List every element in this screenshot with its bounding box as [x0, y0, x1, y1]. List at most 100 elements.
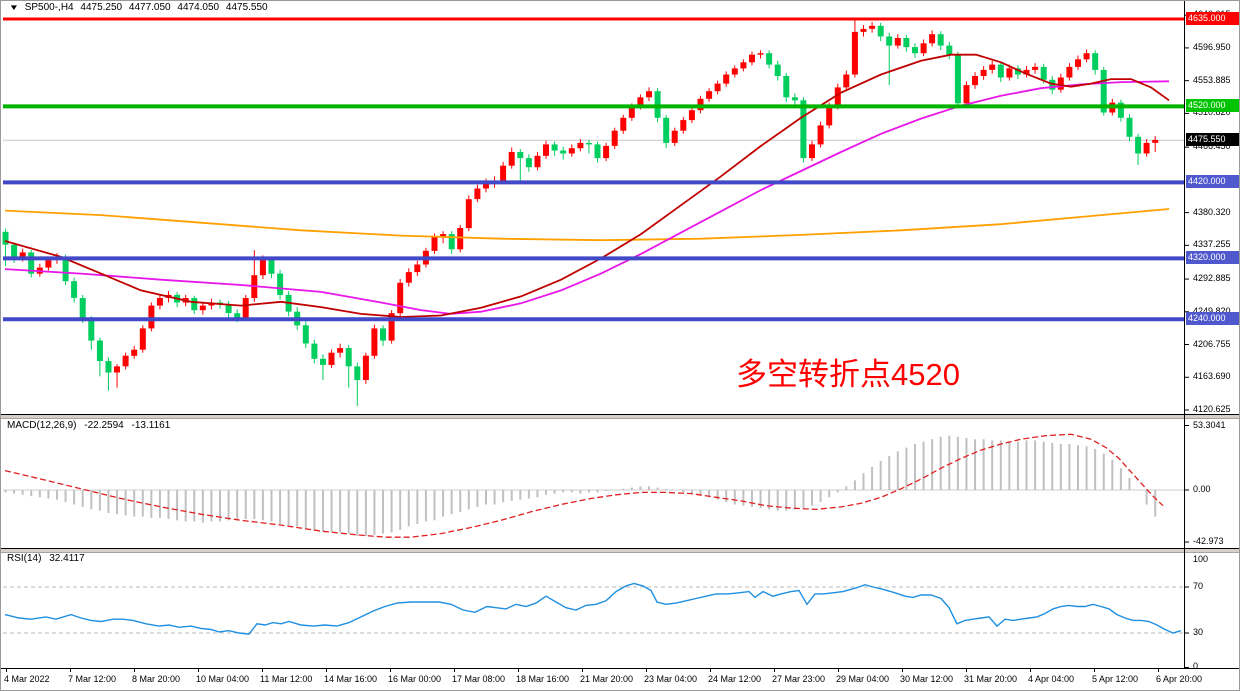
- candle-down: [71, 281, 78, 298]
- high-value: 4477.050: [128, 2, 171, 13]
- price-tick: 4163.690: [1193, 371, 1231, 382]
- time-label: 14 Mar 16:00: [324, 674, 378, 684]
- candle-down: [2, 231, 9, 245]
- low-value: 4474.050: [177, 2, 220, 13]
- candle-up: [929, 34, 936, 44]
- candle-down: [946, 45, 953, 55]
- rsi-line: [4, 582, 1182, 635]
- symbol-period-label: SP500-,H4: [24, 2, 74, 13]
- candle-down: [311, 343, 318, 359]
- candle-down: [560, 150, 567, 154]
- level-label-4320.000: 4320.000: [1186, 251, 1239, 265]
- ma-slow-orange: [4, 208, 1170, 242]
- candle-up: [603, 145, 610, 159]
- candle-up: [731, 68, 738, 75]
- candle-down: [28, 252, 35, 274]
- candle-up: [114, 366, 120, 373]
- dropdown-arrow-icon[interactable]: ▼: [8, 3, 20, 12]
- candle-up: [860, 28, 867, 32]
- time-tick-mark: [710, 669, 711, 672]
- price-tick: 4380.320: [1193, 206, 1231, 217]
- candle-up: [688, 110, 695, 121]
- candle-up: [199, 305, 206, 311]
- candle-up: [989, 64, 996, 70]
- candle-down: [551, 144, 558, 151]
- macd-rsi-splitter[interactable]: [1, 549, 1239, 553]
- candle-up: [749, 54, 755, 63]
- candle-down: [88, 319, 95, 341]
- open-value: 4475.250: [80, 2, 123, 13]
- candle-up: [646, 91, 652, 98]
- time-tick-mark: [838, 669, 839, 672]
- candle-up: [1143, 142, 1150, 154]
- time-label: 29 Mar 04:00: [836, 674, 890, 684]
- rsi-tick: 30: [1193, 627, 1204, 637]
- time-label: 6 Apr 20:00: [1156, 674, 1203, 684]
- time-label: 8 Mar 20:00: [132, 674, 181, 684]
- macd-tick: -42.973: [1193, 535, 1224, 546]
- macd-tick: 0.00: [1193, 484, 1211, 494]
- level-label-4240.000: 4240.000: [1186, 312, 1239, 326]
- candle-up: [894, 38, 901, 46]
- time-tick-mark: [134, 669, 135, 672]
- macd-indicator-name: MACD(12,26,9): [7, 420, 77, 431]
- candle-down: [1126, 117, 1133, 137]
- time-label: 10 Mar 04:00: [196, 674, 250, 684]
- candle-up: [1075, 59, 1081, 67]
- time-axis[interactable]: 4 Mar 2022 7 Mar 12:00 8 Mar 20:00 10 Mar 0…: [1, 669, 1239, 690]
- candle-down: [954, 54, 961, 104]
- candle-up: [980, 69, 987, 76]
- candle-up: [474, 188, 481, 200]
- time-tick-mark: [902, 669, 903, 672]
- price-axis[interactable]: 4640.0154596.9504553.8854510.8204466.450…: [1185, 1, 1239, 671]
- candle-down: [774, 64, 781, 76]
- candle-down: [1014, 68, 1021, 75]
- candle-up: [534, 155, 541, 168]
- rsi-tick: 70: [1193, 581, 1204, 591]
- rsi-indicator-name: RSI(14): [7, 553, 42, 564]
- ma-mid-magenta: [4, 80, 1170, 315]
- candle-up: [371, 328, 378, 356]
- price-tick: 4120.625: [1193, 403, 1231, 414]
- candle-down: [234, 313, 241, 318]
- candle-down: [585, 142, 592, 145]
- time-label: 23 Mar 04:00: [644, 674, 698, 684]
- candle-down: [380, 328, 386, 341]
- time-label: 7 Mar 12:00: [68, 674, 117, 684]
- candle-up: [259, 260, 266, 276]
- candle-up: [362, 355, 369, 380]
- time-tick-mark: [518, 669, 519, 672]
- candle-down: [62, 256, 69, 282]
- main-macd-splitter[interactable]: [1, 415, 1239, 419]
- level-label-4520.000: 4520.000: [1186, 99, 1239, 113]
- ma-fast-red: [4, 53, 1170, 318]
- candle-up: [757, 53, 764, 55]
- candle-up: [19, 252, 26, 259]
- candle-down: [997, 64, 1004, 78]
- time-tick-mark: [966, 669, 967, 672]
- candle-up: [457, 228, 464, 250]
- candle-down: [783, 76, 790, 98]
- time-label: 5 Apr 12:00: [1092, 674, 1139, 684]
- macd-main-value: -22.2594: [84, 420, 124, 431]
- time-tick-mark: [646, 669, 647, 672]
- time-label: 21 Mar 20:00: [580, 674, 634, 684]
- time-label: 4 Mar 2022: [4, 674, 50, 684]
- time-label: 31 Mar 20:00: [964, 674, 1018, 684]
- macd-tick: 53.3041: [1193, 419, 1226, 430]
- candle-up: [843, 74, 850, 88]
- candle-up: [637, 97, 644, 107]
- candle-up: [834, 87, 841, 107]
- time-label: 30 Mar 12:00: [900, 674, 954, 684]
- candle-down: [268, 260, 275, 274]
- time-label: 24 Mar 12:00: [708, 674, 762, 684]
- candle-up: [440, 234, 447, 238]
- time-tick-mark: [1094, 669, 1095, 672]
- candle-up: [483, 182, 489, 189]
- candle-up: [1032, 66, 1039, 70]
- time-tick-mark: [390, 669, 391, 672]
- candle-down: [886, 36, 893, 46]
- candle-up: [397, 282, 404, 314]
